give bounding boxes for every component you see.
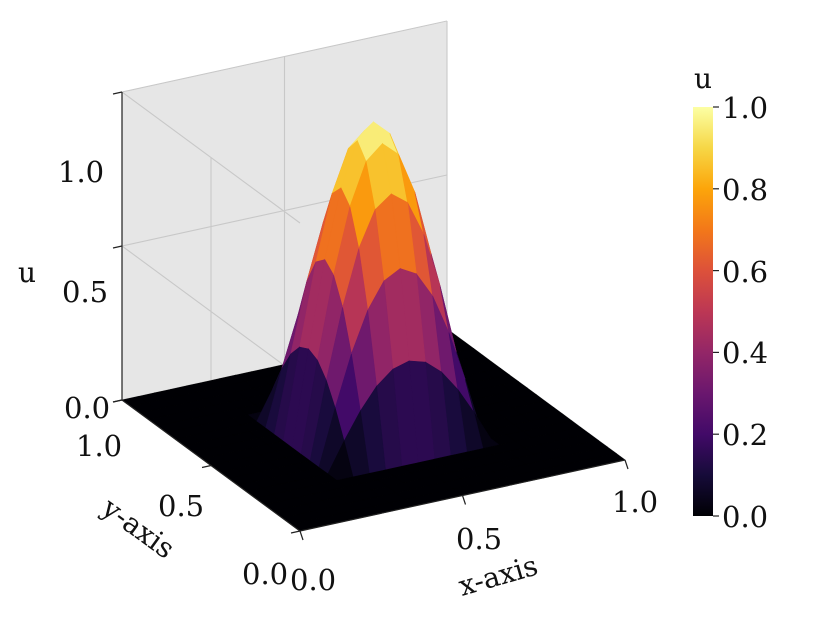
x-axis-label: x-axis xyxy=(455,549,542,603)
tick-marks xyxy=(112,91,629,541)
x-tick-mark xyxy=(624,459,629,470)
colorbar xyxy=(693,107,713,516)
z-tick-label: 1.0 xyxy=(58,155,104,189)
colorbar-tick-label: 0.0 xyxy=(722,500,768,534)
y-tick-label: 0.5 xyxy=(158,489,204,523)
colorbar-tick-label: 0.8 xyxy=(722,173,768,207)
y-tick-mark xyxy=(201,464,212,469)
x-tick-mark xyxy=(461,495,467,505)
z-tick-mark xyxy=(112,245,123,249)
x-tick-label: 0.0 xyxy=(290,563,336,597)
z-tick-label: 0.5 xyxy=(62,275,108,309)
colorbar-ticks xyxy=(713,106,719,517)
x-tick-label: 0.5 xyxy=(456,522,502,556)
z-tick-mark xyxy=(112,91,123,95)
x-tick-mark xyxy=(299,530,304,541)
z-axis-label: u xyxy=(18,256,36,289)
colorbar-tick-label: 0.2 xyxy=(722,418,768,452)
z-tick-label: 0.0 xyxy=(64,391,110,425)
colorbar-tick-label: 1.0 xyxy=(722,91,768,125)
colorbar-tick-label: 0.6 xyxy=(722,255,768,289)
y-tick-label: 0.0 xyxy=(242,557,288,591)
y-tick-mark xyxy=(112,399,123,403)
y-tick-label: 1.0 xyxy=(76,429,122,463)
x-tick-label: 1.0 xyxy=(612,485,658,519)
surface-mesh xyxy=(121,121,626,532)
colorbar-label: u xyxy=(694,62,712,95)
y-tick-mark xyxy=(290,530,301,534)
colorbar-tick-label: 0.4 xyxy=(722,336,768,370)
